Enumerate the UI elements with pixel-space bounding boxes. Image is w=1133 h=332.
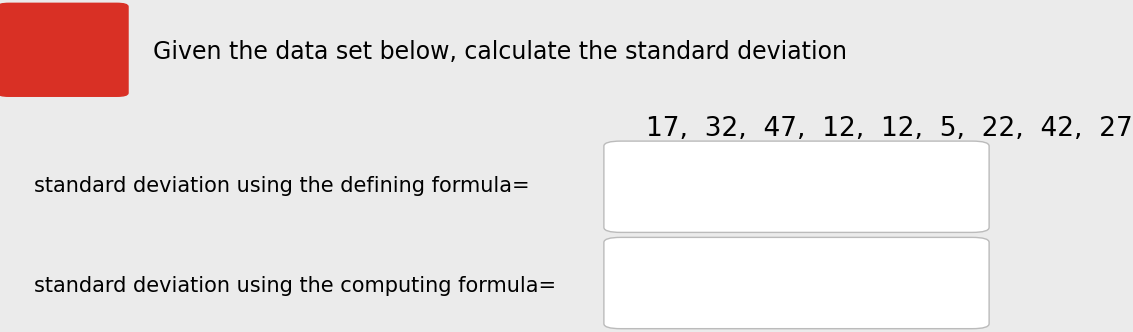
Text: 17,  32,  47,  12,  12,  5,  22,  42,  27: 17, 32, 47, 12, 12, 5, 22, 42, 27 (646, 116, 1133, 142)
Text: standard deviation using the computing formula=: standard deviation using the computing f… (34, 276, 556, 295)
FancyBboxPatch shape (0, 3, 128, 96)
FancyBboxPatch shape (604, 237, 989, 329)
Text: Given the data set below, calculate the standard deviation: Given the data set below, calculate the … (153, 40, 847, 64)
Text: standard deviation using the defining formula=: standard deviation using the defining fo… (34, 176, 529, 196)
FancyBboxPatch shape (604, 141, 989, 232)
